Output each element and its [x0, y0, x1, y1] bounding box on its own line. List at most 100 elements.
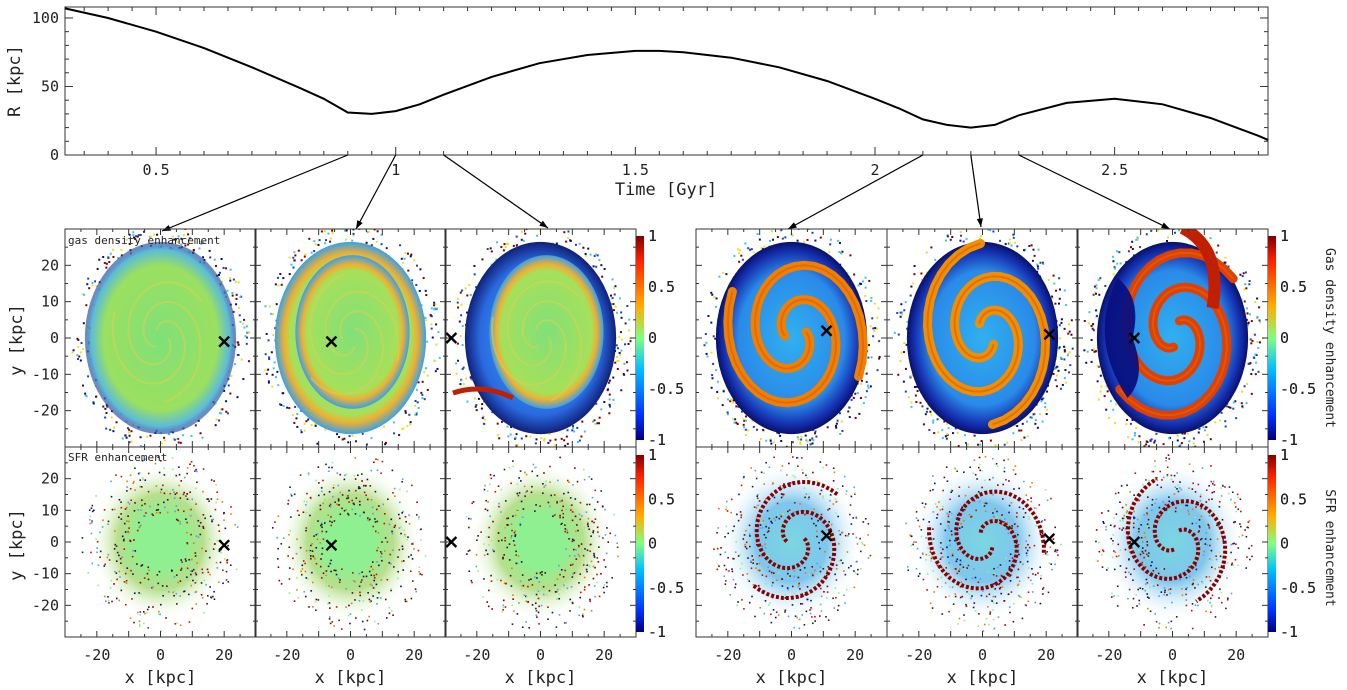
sfr-particle: [534, 466, 537, 469]
sfr-particle: [1008, 567, 1011, 570]
sfr-particle: [1021, 617, 1024, 620]
sfr-particle: [1039, 602, 1042, 605]
gas-halo-particle: [338, 435, 341, 438]
sfr-particle: [1024, 604, 1027, 606]
sfr-particle: [812, 471, 814, 474]
sfr-particle: [950, 489, 953, 491]
sfr-particle: [288, 546, 291, 549]
sfr-particle: [121, 535, 124, 538]
sfr-particle: [1012, 469, 1015, 471]
gas-halo-particle: [710, 386, 713, 389]
sfr-particle: [552, 515, 554, 518]
gas-halo-particle: [83, 293, 86, 296]
gas-halo-particle: [594, 423, 597, 426]
gas-halo-particle: [547, 441, 550, 444]
sfr-particle: [88, 509, 91, 511]
sfr-particle: [510, 536, 513, 539]
sfr-particle: [762, 520, 765, 522]
gas-halo-particle: [594, 253, 597, 256]
sfr-particle: [338, 619, 340, 622]
gas-spiral-core: [953, 275, 1047, 426]
sfr-particle: [1111, 592, 1113, 595]
sfr-particle: [1175, 507, 1177, 509]
gas-halo-particle: [751, 419, 754, 422]
gas-halo-particle: [893, 331, 896, 334]
gas-halo-particle: [838, 251, 841, 254]
sfr-particle: [1028, 515, 1030, 518]
sfr-particle: [327, 565, 330, 568]
gas-halo-particle: [715, 297, 718, 300]
sfr-particle: [467, 550, 470, 552]
gas-halo-particle: [706, 355, 709, 358]
sfr-particle: [907, 569, 910, 572]
sfr-particle: [971, 577, 974, 580]
sfr-particle: [974, 473, 977, 476]
sfr-particle: [296, 538, 298, 541]
sfr-particle: [417, 518, 420, 521]
gas-halo-particle: [1131, 248, 1134, 251]
sfr-particle: [475, 565, 478, 568]
gas-halo-particle: [522, 449, 524, 451]
gas-halo-particle: [1095, 284, 1098, 287]
sfr-particle: [841, 485, 844, 487]
sfr-spiral-arm: [752, 509, 837, 600]
sfr-particle: [748, 580, 751, 582]
sfr-particle: [1039, 529, 1041, 531]
sfr-particle: [596, 501, 599, 503]
sfr-particle: [867, 557, 870, 559]
sfr-particle: [525, 600, 528, 603]
sfr-particle: [419, 539, 422, 541]
sfr-particle: [334, 501, 336, 504]
sfr-particle: [566, 529, 568, 532]
gas-halo-particle: [869, 325, 872, 328]
sfr-particle: [351, 508, 354, 511]
gas-spiral-texture: [521, 299, 583, 402]
gas-halo-particle: [835, 422, 838, 425]
sfr-particle: [200, 582, 203, 584]
sfr-particle: [852, 517, 855, 519]
gas-halo-particle: [902, 380, 905, 383]
gas-halo-particle: [104, 416, 107, 419]
sfr-particle: [388, 561, 391, 564]
gas-halo-particle: [758, 238, 761, 241]
sfr-particle: [813, 508, 815, 510]
sfr-particle: [561, 499, 563, 502]
sfr-particle: [1219, 588, 1221, 590]
sfr-particle: [938, 501, 940, 503]
panel-content: [1083, 229, 1265, 447]
sfr-particle: [772, 581, 774, 584]
sfr-particle: [767, 604, 770, 606]
gas-halo-particle: [770, 230, 773, 233]
sfr-particle: [234, 523, 237, 526]
sfr-particle: [357, 474, 359, 477]
gas-halo-particle: [1133, 434, 1136, 437]
sfr-particle: [946, 512, 948, 515]
gas-halo-particle: [713, 296, 716, 299]
sfr-particle: [1016, 525, 1019, 528]
gas-halo-particle: [490, 250, 493, 253]
sfr-particle: [1124, 571, 1127, 574]
sfr-particle: [138, 623, 141, 626]
sfr-particle: [1164, 589, 1166, 592]
sfr-particle: [489, 483, 491, 486]
sfr-particle: [806, 586, 809, 588]
sfr-particle: [780, 515, 783, 518]
sfr-particle: [748, 533, 751, 535]
gas-halo-particle: [280, 403, 283, 406]
sfr-particle: [816, 562, 818, 565]
gas-halo-particle: [937, 431, 940, 434]
sfr-particle: [128, 570, 131, 573]
sfr-particle: [1191, 627, 1194, 630]
gas-halo-particle: [944, 435, 947, 438]
sfr-particle: [820, 587, 822, 590]
sfr-particle: [1008, 566, 1011, 568]
sfr-particle: [347, 514, 350, 516]
sfr-particle: [107, 553, 110, 556]
sfr-particle: [351, 499, 354, 502]
gas-halo-particle: [1224, 256, 1227, 259]
sfr-particle: [217, 524, 220, 527]
gas-halo-particle: [76, 337, 79, 340]
sfr-particle: [855, 536, 858, 539]
sfr-particle: [801, 468, 804, 471]
gas-halo-particle: [515, 235, 518, 238]
